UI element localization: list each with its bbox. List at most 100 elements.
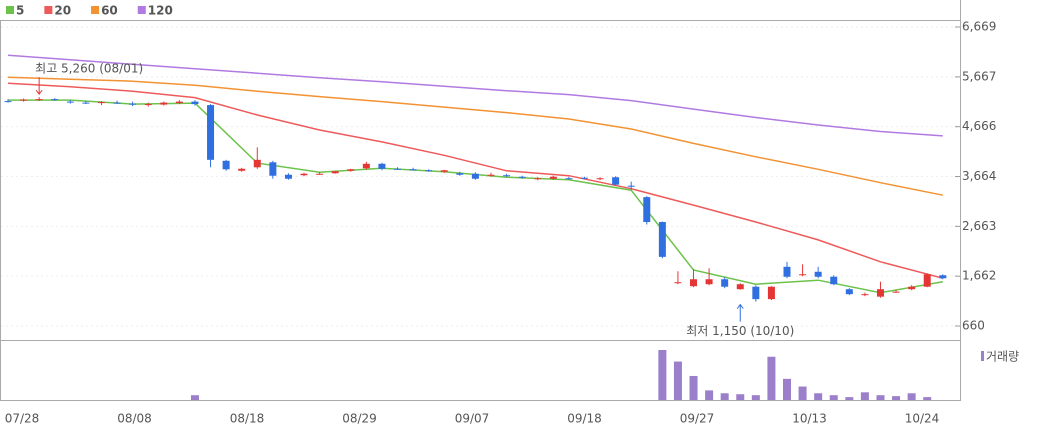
candle-body <box>830 276 838 285</box>
candle-body <box>4 101 12 103</box>
y-tick-label: 2,663 <box>962 219 996 233</box>
volume-bar <box>829 395 838 400</box>
candle-body <box>362 163 370 169</box>
candle-body <box>876 289 884 297</box>
candle-body <box>378 163 386 169</box>
volume-bar <box>767 356 776 400</box>
candle-body <box>596 178 604 180</box>
candle-body <box>175 101 183 104</box>
candle-body <box>783 266 791 277</box>
candle-body <box>207 105 215 160</box>
candle-body <box>253 159 261 168</box>
candle-body <box>300 173 308 176</box>
ma-line <box>7 82 943 279</box>
x-tick-label: 10/13 <box>792 412 827 426</box>
annotation-arrow <box>35 77 43 95</box>
legend-swatch <box>981 351 984 361</box>
annotation-arrow <box>736 303 744 322</box>
y-tick-label: 4,666 <box>962 119 996 133</box>
candle-body <box>471 173 479 179</box>
candle-body <box>627 185 635 187</box>
x-tick-label: 08/29 <box>342 412 377 426</box>
candle-body <box>456 173 464 175</box>
candle-body <box>440 170 448 172</box>
volume-bar <box>720 393 729 400</box>
candle-body <box>160 102 168 105</box>
legend-label: 120 <box>148 4 173 18</box>
candle-body <box>347 169 355 171</box>
legend-label: 20 <box>54 4 71 18</box>
annotation: 최고 5,260 (08/01) <box>35 62 143 76</box>
candle-body <box>97 102 105 104</box>
x-tick-label: 08/08 <box>117 412 152 426</box>
candle-body <box>923 274 931 287</box>
volume-bar <box>798 386 807 400</box>
volume-bar <box>876 395 885 400</box>
candle-body <box>222 160 230 170</box>
candle-body <box>892 291 900 293</box>
candle-body <box>129 103 137 105</box>
candle-body <box>284 174 292 179</box>
volume-bar <box>860 392 869 400</box>
volume-bar <box>658 350 667 400</box>
candle-body <box>939 275 947 279</box>
candle-body <box>487 174 495 176</box>
candle-body <box>113 102 121 104</box>
y-tick-label: 5,667 <box>962 69 996 83</box>
candle-body <box>82 102 90 104</box>
candle-body <box>674 282 682 284</box>
candle-body <box>580 177 588 179</box>
y-tick-label: 660 <box>962 319 985 333</box>
volume-bar <box>673 361 682 400</box>
candle-body <box>409 169 417 171</box>
volume-bar <box>845 397 854 400</box>
volume-bar <box>689 375 698 400</box>
volume-bar <box>892 396 901 400</box>
candle-body <box>238 168 246 171</box>
candle-body <box>269 162 277 176</box>
candle-body <box>425 170 433 172</box>
x-tick-label: 09/27 <box>680 412 715 426</box>
candle-body <box>549 176 557 179</box>
volume-bar <box>190 395 199 400</box>
legend-swatch <box>137 6 146 14</box>
candle-body <box>565 178 573 180</box>
candle-body <box>799 274 807 276</box>
candle-body <box>752 286 760 300</box>
ma-line <box>7 76 943 196</box>
candle-body <box>503 175 511 177</box>
y-tick-label: 6,669 <box>962 20 996 34</box>
candle-body <box>518 176 526 178</box>
candle-body <box>66 101 74 103</box>
annotation: 최저 1,150 (10/10) <box>686 324 794 338</box>
candle-body <box>658 222 666 257</box>
candle-body <box>861 294 869 296</box>
candle-body <box>643 197 651 223</box>
volume-bar <box>736 394 745 400</box>
candle-body <box>845 289 853 295</box>
volume-frame <box>0 340 961 401</box>
x-tick-label: 08/18 <box>230 412 265 426</box>
candle-body <box>534 178 542 180</box>
candle-body <box>51 99 59 101</box>
x-tick-label: 07/28 <box>5 412 40 426</box>
x-tick-label: 09/07 <box>455 412 490 426</box>
candle-body <box>35 99 43 101</box>
candle-body <box>705 279 713 285</box>
y-tick-label: 3,664 <box>962 169 996 183</box>
candle-body <box>20 99 28 101</box>
candle-body <box>394 168 401 170</box>
candle-body <box>316 173 324 175</box>
legend-swatch <box>6 6 14 14</box>
candle-body <box>144 104 152 106</box>
x-tick-label: 10/24 <box>905 412 940 426</box>
candle-body <box>612 177 620 185</box>
ma-line <box>8 99 943 294</box>
candle-body <box>814 271 822 277</box>
volume-bar <box>783 378 791 400</box>
volume-bar <box>907 393 916 400</box>
price-frame <box>0 20 961 341</box>
legend-label: 거래량 <box>986 350 1019 364</box>
volume-bar <box>751 395 760 400</box>
